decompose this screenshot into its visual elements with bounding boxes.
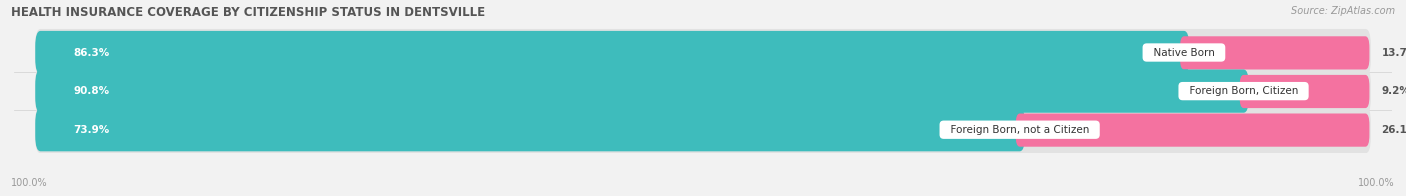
Text: HEALTH INSURANCE COVERAGE BY CITIZENSHIP STATUS IN DENTSVILLE: HEALTH INSURANCE COVERAGE BY CITIZENSHIP… bbox=[11, 6, 485, 19]
Text: Foreign Born, Citizen: Foreign Born, Citizen bbox=[1182, 86, 1305, 96]
Text: Native Born: Native Born bbox=[1147, 47, 1222, 57]
FancyBboxPatch shape bbox=[35, 106, 1371, 153]
Text: Foreign Born, not a Citizen: Foreign Born, not a Citizen bbox=[943, 125, 1095, 135]
Text: 73.9%: 73.9% bbox=[73, 125, 110, 135]
Text: 90.8%: 90.8% bbox=[73, 86, 110, 96]
FancyBboxPatch shape bbox=[1240, 75, 1369, 108]
FancyBboxPatch shape bbox=[1180, 36, 1369, 70]
Text: Source: ZipAtlas.com: Source: ZipAtlas.com bbox=[1291, 6, 1395, 16]
Text: 9.2%: 9.2% bbox=[1381, 86, 1406, 96]
FancyBboxPatch shape bbox=[35, 68, 1371, 115]
FancyBboxPatch shape bbox=[35, 31, 1189, 74]
Text: 13.7%: 13.7% bbox=[1381, 47, 1406, 57]
Text: 26.1%: 26.1% bbox=[1381, 125, 1406, 135]
FancyBboxPatch shape bbox=[35, 29, 1371, 76]
FancyBboxPatch shape bbox=[35, 108, 1025, 151]
FancyBboxPatch shape bbox=[1015, 113, 1369, 147]
Text: 100.0%: 100.0% bbox=[1358, 178, 1395, 188]
Text: 86.3%: 86.3% bbox=[73, 47, 110, 57]
FancyBboxPatch shape bbox=[35, 70, 1249, 113]
Text: 100.0%: 100.0% bbox=[11, 178, 48, 188]
